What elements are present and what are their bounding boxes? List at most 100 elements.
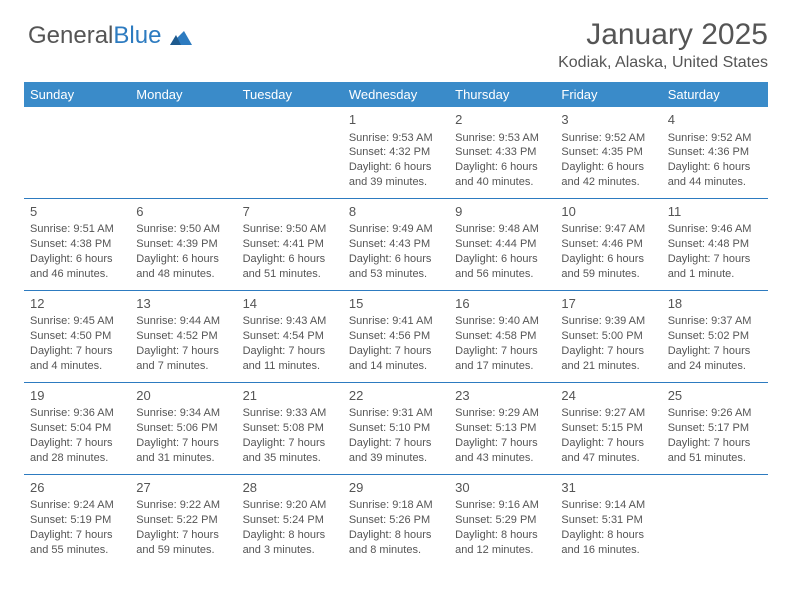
sunrise-text: Sunrise: 9:40 AM bbox=[455, 314, 549, 329]
sunrise-text: Sunrise: 9:36 AM bbox=[30, 406, 124, 421]
calendar-day-cell: 6Sunrise: 9:50 AMSunset: 4:39 PMDaylight… bbox=[130, 198, 236, 290]
day-number: 6 bbox=[136, 203, 230, 221]
sunset-text: Sunset: 4:52 PM bbox=[136, 329, 230, 344]
day-number: 19 bbox=[30, 387, 124, 405]
calendar-day-cell: 19Sunrise: 9:36 AMSunset: 5:04 PMDayligh… bbox=[24, 382, 130, 474]
calendar-day-cell: 21Sunrise: 9:33 AMSunset: 5:08 PMDayligh… bbox=[237, 382, 343, 474]
sunset-text: Sunset: 5:06 PM bbox=[136, 421, 230, 436]
sunset-text: Sunset: 5:10 PM bbox=[349, 421, 443, 436]
daylight-text: Daylight: 6 hours and 42 minutes. bbox=[561, 160, 655, 190]
day-number: 22 bbox=[349, 387, 443, 405]
day-number: 12 bbox=[30, 295, 124, 313]
sunset-text: Sunset: 5:31 PM bbox=[561, 513, 655, 528]
logo-text-1: General bbox=[28, 22, 113, 49]
day-number: 27 bbox=[136, 479, 230, 497]
calendar-day-cell: 29Sunrise: 9:18 AMSunset: 5:26 PMDayligh… bbox=[343, 474, 449, 565]
sunrise-text: Sunrise: 9:41 AM bbox=[349, 314, 443, 329]
sunrise-text: Sunrise: 9:50 AM bbox=[243, 222, 337, 237]
logo-text-2: Blue bbox=[113, 22, 161, 49]
day-header: Thursday bbox=[449, 82, 555, 107]
sunset-text: Sunset: 4:38 PM bbox=[30, 237, 124, 252]
sunset-text: Sunset: 4:54 PM bbox=[243, 329, 337, 344]
day-header: Monday bbox=[130, 82, 236, 107]
sunset-text: Sunset: 5:19 PM bbox=[30, 513, 124, 528]
daylight-text: Daylight: 7 hours and 14 minutes. bbox=[349, 344, 443, 374]
calendar-day-cell: 4Sunrise: 9:52 AMSunset: 4:36 PMDaylight… bbox=[662, 107, 768, 198]
sunset-text: Sunset: 5:02 PM bbox=[668, 329, 762, 344]
daylight-text: Daylight: 7 hours and 1 minute. bbox=[668, 252, 762, 282]
day-number: 13 bbox=[136, 295, 230, 313]
sunrise-text: Sunrise: 9:51 AM bbox=[30, 222, 124, 237]
sunset-text: Sunset: 4:44 PM bbox=[455, 237, 549, 252]
day-header: Friday bbox=[555, 82, 661, 107]
calendar-day-cell: 11Sunrise: 9:46 AMSunset: 4:48 PMDayligh… bbox=[662, 198, 768, 290]
sunrise-text: Sunrise: 9:16 AM bbox=[455, 498, 549, 513]
daylight-text: Daylight: 6 hours and 53 minutes. bbox=[349, 252, 443, 282]
sunset-text: Sunset: 4:46 PM bbox=[561, 237, 655, 252]
calendar-empty-cell bbox=[130, 107, 236, 198]
daylight-text: Daylight: 7 hours and 51 minutes. bbox=[668, 436, 762, 466]
sunset-text: Sunset: 4:39 PM bbox=[136, 237, 230, 252]
daylight-text: Daylight: 6 hours and 51 minutes. bbox=[243, 252, 337, 282]
daylight-text: Daylight: 7 hours and 17 minutes. bbox=[455, 344, 549, 374]
day-number: 25 bbox=[668, 387, 762, 405]
calendar-day-cell: 9Sunrise: 9:48 AMSunset: 4:44 PMDaylight… bbox=[449, 198, 555, 290]
sunrise-text: Sunrise: 9:50 AM bbox=[136, 222, 230, 237]
day-number: 7 bbox=[243, 203, 337, 221]
calendar-day-cell: 22Sunrise: 9:31 AMSunset: 5:10 PMDayligh… bbox=[343, 382, 449, 474]
calendar-day-cell: 7Sunrise: 9:50 AMSunset: 4:41 PMDaylight… bbox=[237, 198, 343, 290]
daylight-text: Daylight: 7 hours and 31 minutes. bbox=[136, 436, 230, 466]
sunset-text: Sunset: 4:48 PM bbox=[668, 237, 762, 252]
sunrise-text: Sunrise: 9:29 AM bbox=[455, 406, 549, 421]
calendar-day-cell: 23Sunrise: 9:29 AMSunset: 5:13 PMDayligh… bbox=[449, 382, 555, 474]
calendar-day-cell: 8Sunrise: 9:49 AMSunset: 4:43 PMDaylight… bbox=[343, 198, 449, 290]
calendar-day-cell: 1Sunrise: 9:53 AMSunset: 4:32 PMDaylight… bbox=[343, 107, 449, 198]
daylight-text: Daylight: 7 hours and 43 minutes. bbox=[455, 436, 549, 466]
sunrise-text: Sunrise: 9:14 AM bbox=[561, 498, 655, 513]
sunrise-text: Sunrise: 9:47 AM bbox=[561, 222, 655, 237]
day-number: 16 bbox=[455, 295, 549, 313]
sunrise-text: Sunrise: 9:44 AM bbox=[136, 314, 230, 329]
daylight-text: Daylight: 7 hours and 21 minutes. bbox=[561, 344, 655, 374]
location-text: Kodiak, Alaska, United States bbox=[24, 54, 768, 72]
sunset-text: Sunset: 5:08 PM bbox=[243, 421, 337, 436]
calendar-empty-cell bbox=[237, 107, 343, 198]
calendar-day-cell: 18Sunrise: 9:37 AMSunset: 5:02 PMDayligh… bbox=[662, 290, 768, 382]
sunset-text: Sunset: 5:00 PM bbox=[561, 329, 655, 344]
calendar-week-row: 26Sunrise: 9:24 AMSunset: 5:19 PMDayligh… bbox=[24, 474, 768, 565]
sunset-text: Sunset: 5:13 PM bbox=[455, 421, 549, 436]
sunrise-text: Sunrise: 9:39 AM bbox=[561, 314, 655, 329]
daylight-text: Daylight: 7 hours and 7 minutes. bbox=[136, 344, 230, 374]
day-number: 14 bbox=[243, 295, 337, 313]
sunset-text: Sunset: 5:15 PM bbox=[561, 421, 655, 436]
calendar-empty-cell bbox=[662, 474, 768, 565]
calendar-day-cell: 31Sunrise: 9:14 AMSunset: 5:31 PMDayligh… bbox=[555, 474, 661, 565]
day-number: 1 bbox=[349, 111, 443, 129]
daylight-text: Daylight: 8 hours and 12 minutes. bbox=[455, 528, 549, 558]
calendar-week-row: 12Sunrise: 9:45 AMSunset: 4:50 PMDayligh… bbox=[24, 290, 768, 382]
sunset-text: Sunset: 5:26 PM bbox=[349, 513, 443, 528]
daylight-text: Daylight: 7 hours and 59 minutes. bbox=[136, 528, 230, 558]
daylight-text: Daylight: 7 hours and 39 minutes. bbox=[349, 436, 443, 466]
daylight-text: Daylight: 8 hours and 3 minutes. bbox=[243, 528, 337, 558]
day-number: 30 bbox=[455, 479, 549, 497]
sunrise-text: Sunrise: 9:49 AM bbox=[349, 222, 443, 237]
sunrise-text: Sunrise: 9:22 AM bbox=[136, 498, 230, 513]
logo-icon bbox=[170, 29, 192, 45]
logo: GeneralBlue bbox=[28, 22, 192, 50]
sunset-text: Sunset: 5:24 PM bbox=[243, 513, 337, 528]
sunset-text: Sunset: 4:58 PM bbox=[455, 329, 549, 344]
day-header: Tuesday bbox=[237, 82, 343, 107]
calendar-empty-cell bbox=[24, 107, 130, 198]
sunrise-text: Sunrise: 9:26 AM bbox=[668, 406, 762, 421]
sunset-text: Sunset: 4:50 PM bbox=[30, 329, 124, 344]
day-number: 28 bbox=[243, 479, 337, 497]
calendar-table: Sunday Monday Tuesday Wednesday Thursday… bbox=[24, 82, 768, 566]
sunrise-text: Sunrise: 9:52 AM bbox=[668, 131, 762, 146]
sunrise-text: Sunrise: 9:53 AM bbox=[349, 131, 443, 146]
calendar-week-row: 19Sunrise: 9:36 AMSunset: 5:04 PMDayligh… bbox=[24, 382, 768, 474]
day-header-row: Sunday Monday Tuesday Wednesday Thursday… bbox=[24, 82, 768, 107]
calendar-day-cell: 30Sunrise: 9:16 AMSunset: 5:29 PMDayligh… bbox=[449, 474, 555, 565]
daylight-text: Daylight: 8 hours and 8 minutes. bbox=[349, 528, 443, 558]
sunset-text: Sunset: 5:22 PM bbox=[136, 513, 230, 528]
